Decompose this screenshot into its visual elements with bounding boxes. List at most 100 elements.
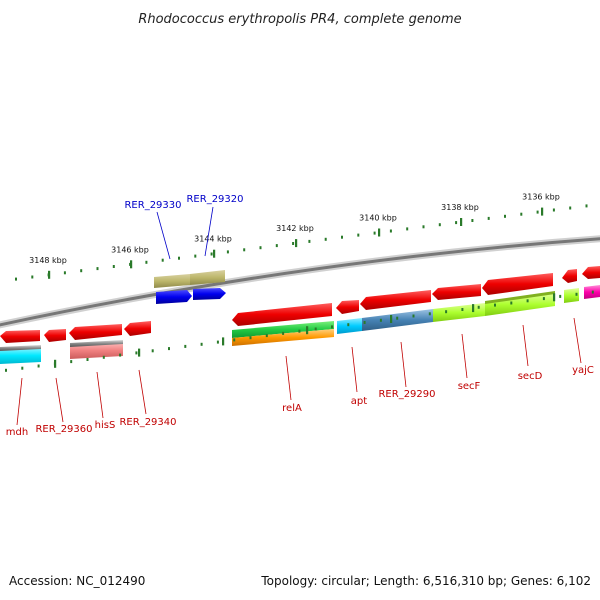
upper-minor-tick [324,237,327,241]
upper-minor-tick [373,231,376,235]
tick-label: 3138 kbp [441,203,479,212]
upper-minor-tick [552,208,555,212]
gene-apt-arrow[interactable] [336,300,359,314]
tick-label: 3142 kbp [276,224,314,233]
lower-minor-tick [168,347,170,351]
upper-minor-tick [455,221,458,225]
cds-rer-29290[interactable] [362,309,433,331]
gene-hiss-arrow[interactable] [69,324,122,340]
gene-rer-29290-arrow[interactable] [360,290,431,310]
upper-minor-tick [178,256,180,260]
upper-major-tick [295,239,298,248]
cds-hiss-strip [70,340,123,347]
cds-secd-top [485,291,555,304]
gene-rer-29340-arrow[interactable] [124,321,151,336]
upper-minor-tick [15,277,17,281]
upper-minor-tick [487,216,490,220]
label-yajc[interactable]: yajC [572,365,594,376]
upper-minor-tick [226,250,229,254]
gene-cds-rer-29320[interactable] [193,288,226,300]
upper-minor-tick [275,244,278,248]
label-rer-29340[interactable]: RER_29340 [119,417,176,428]
gene-secd-arrow[interactable] [482,273,553,295]
label-secf[interactable]: secF [458,381,481,392]
upper-minor-tick [520,212,523,216]
upper-major-tick [378,228,381,237]
cds-secd[interactable] [485,293,555,316]
label-hiss[interactable]: hisS [95,420,116,431]
gene-yajc-arrow[interactable] [562,269,577,283]
leader-rer-29290 [400,341,407,388]
label-apt[interactable]: apt [351,396,367,407]
lower-minor-tick [542,297,545,301]
cds-apt[interactable] [337,318,362,334]
lower-minor-tick [347,323,350,327]
gene-mdh-arrow[interactable] [0,330,40,343]
gene-secf-arrow[interactable] [432,284,481,300]
cds-mdh[interactable] [0,347,41,364]
lower-minor-tick [526,299,529,303]
gene-rer-29330[interactable] [154,274,190,288]
label-secd[interactable]: secD [518,371,543,382]
upper-minor-tick [243,248,246,252]
cds-secf[interactable] [433,303,485,322]
upper-minor-tick [422,225,425,229]
cds-rela-orange[interactable] [232,329,334,346]
gene-rela-arrow[interactable] [232,303,332,326]
label-rer-29320[interactable]: RER_29320 [186,194,243,205]
tick-label: 3144 kbp [194,235,232,244]
lower-minor-tick [363,321,366,324]
gene-next-arrow[interactable] [582,266,600,279]
lower-minor-tick [575,292,578,296]
lower-major-tick [54,359,57,368]
leader-apt [351,346,358,393]
tick-label: 3146 kbp [111,245,149,254]
gene-cds-rer-29330[interactable] [156,290,192,304]
lower-minor-tick [314,327,317,331]
label-rer-29330[interactable]: RER_29330 [124,200,181,211]
upper-minor-tick [569,206,572,210]
lower-minor-tick [233,338,236,342]
lower-major-tick [222,337,225,346]
lower-tick-row [5,290,594,372]
upper-minor-tick [471,219,474,222]
cds-rela-green[interactable] [232,321,334,338]
map-title: Rhodococcus erythropolis PR4, complete g… [138,12,461,27]
upper-minor-tick [292,242,295,245]
lower-minor-tick [102,355,105,359]
lower-minor-tick [494,303,496,307]
label-rer-29290[interactable]: RER_29290 [378,389,435,400]
label-rer-29360[interactable]: RER_29360 [35,424,92,435]
lower-minor-tick [477,305,480,309]
upper-minor-tick [308,239,311,243]
gene-rer-29360-arrow[interactable] [44,329,66,342]
lower-major-tick [390,315,393,323]
tick-label: 3148 kbp [29,256,67,265]
upper-minor-tick [504,214,506,218]
lower-minor-tick [135,351,138,355]
lower-minor-tick [151,349,154,353]
label-mdh[interactable]: mdh [6,427,28,438]
upper-minor-tick [96,267,99,271]
lower-minor-tick [412,314,415,318]
cds-grey-strip [0,345,41,351]
topology-text: Topology: circular; Length: 6,516,310 bp… [261,574,591,588]
lower-minor-tick [21,366,24,370]
leader-secf [461,333,468,379]
accession-text: Accession: NC_012490 [9,574,146,588]
lower-minor-tick [379,318,382,322]
leader-rer-29340 [138,369,147,415]
lower-minor-tick [200,342,203,346]
upper-major-tick [213,249,216,258]
upper-minor-tick [112,265,115,268]
cds-yajc-lime[interactable] [564,288,579,303]
lower-major-tick [553,293,556,302]
label-rela[interactable]: relA [282,403,302,414]
leader-lines [16,206,582,426]
lower-minor-tick [86,358,89,361]
gene-rer-29320[interactable] [190,270,225,285]
lower-minor-tick [510,301,513,305]
lower-minor-tick [119,353,122,357]
lower-minor-tick [37,364,40,368]
